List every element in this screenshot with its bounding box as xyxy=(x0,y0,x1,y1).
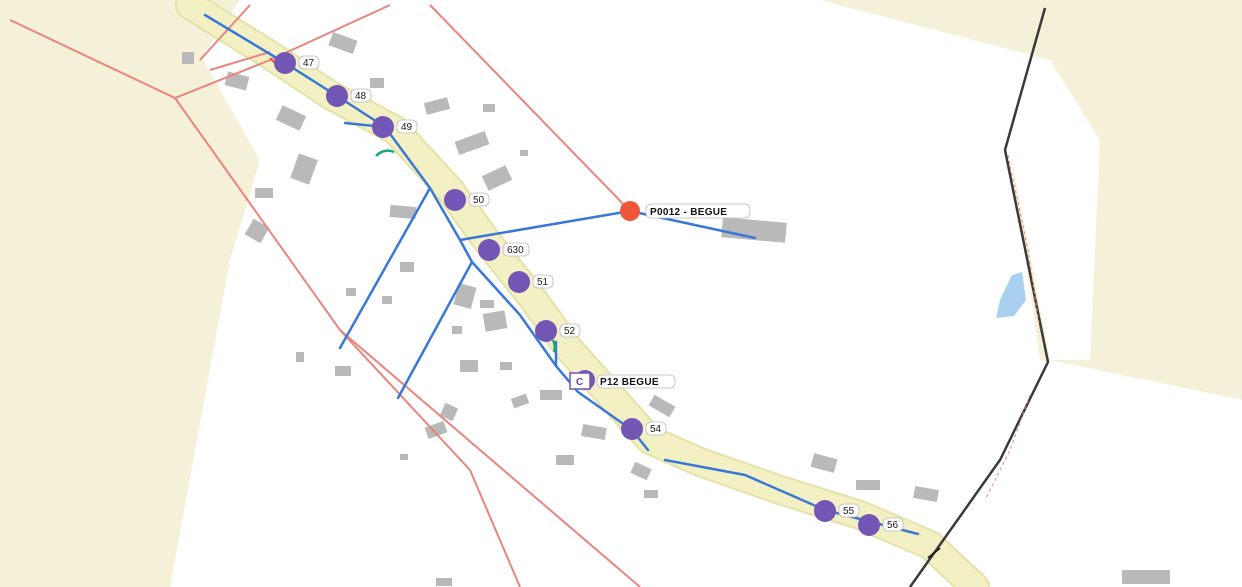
pole-55-marker[interactable] xyxy=(814,500,836,522)
pole-630-label-box xyxy=(502,242,530,257)
pole-50[interactable]: 50 xyxy=(444,189,490,211)
boundary-line xyxy=(908,7,1050,587)
cabinet-label: P12 BEGUE xyxy=(600,377,659,388)
pole-630-marker[interactable] xyxy=(478,239,500,261)
pole-54-marker[interactable] xyxy=(621,418,643,440)
pole-47[interactable]: 47 xyxy=(274,52,320,74)
pole-54-label: 54 xyxy=(650,424,662,435)
pole-48-label: 48 xyxy=(355,91,367,102)
field-area-white-right xyxy=(1010,140,1100,360)
pole-48-label-box xyxy=(350,88,372,103)
cabinet-p12[interactable]: C P12 BEGUE xyxy=(569,370,676,390)
pole-52-label: 52 xyxy=(564,326,576,337)
substation-label-box xyxy=(645,203,751,219)
pole-47-marker[interactable] xyxy=(274,52,296,74)
pole-56[interactable]: 56 xyxy=(858,514,904,536)
pole-51-label-box xyxy=(532,274,554,289)
pole-52[interactable]: 52 xyxy=(535,320,581,342)
cabinet-icon[interactable] xyxy=(569,372,591,390)
pole-49-label-box xyxy=(396,119,418,134)
junction-markers xyxy=(375,149,557,353)
pole-51-marker[interactable] xyxy=(508,271,530,293)
pole-52-label-box xyxy=(559,323,581,338)
pole-48[interactable]: 48 xyxy=(326,85,372,107)
pole-50-marker[interactable] xyxy=(444,189,466,211)
pole-51[interactable]: 51 xyxy=(508,271,554,293)
pole-50-label-box xyxy=(468,192,490,207)
cabinet-label-box xyxy=(596,374,676,389)
pole-48-marker[interactable] xyxy=(326,85,348,107)
pole-47-label: 47 xyxy=(303,58,315,69)
pole-56-label-box xyxy=(882,517,904,532)
cabinet-letter: C xyxy=(576,377,583,388)
pole-47-label-box xyxy=(298,55,320,70)
pole-49-label: 49 xyxy=(401,122,413,133)
pole-49-marker[interactable] xyxy=(372,116,394,138)
pole-630[interactable]: 630 xyxy=(478,239,530,261)
pole-55-label-box xyxy=(838,503,860,518)
pole-56-label: 56 xyxy=(887,520,899,531)
pole-54[interactable]: 54 xyxy=(621,418,667,440)
pole-56-marker[interactable] xyxy=(858,514,880,536)
pole-51-label: 51 xyxy=(537,277,549,288)
field-area-bottom-right xyxy=(960,360,1242,587)
pole-50-label: 50 xyxy=(473,195,485,206)
pole-630-label: 630 xyxy=(507,245,524,256)
water-pond xyxy=(996,272,1026,318)
field-area-left xyxy=(0,20,260,587)
pole-52-marker[interactable] xyxy=(535,320,557,342)
parcel-lines xyxy=(9,4,641,587)
pole-49[interactable]: 49 xyxy=(372,116,418,138)
substation-label: P0012 - BEGUE xyxy=(650,207,727,218)
substation-marker[interactable] xyxy=(620,201,640,221)
pole-55[interactable]: 55 xyxy=(814,500,860,522)
pole-55-label: 55 xyxy=(843,506,855,517)
pole-54-label-box xyxy=(645,421,667,436)
field-area-topleft xyxy=(0,0,240,130)
substation-p0012[interactable]: P0012 - BEGUE xyxy=(620,201,751,221)
buildings xyxy=(182,31,1170,586)
pole-layer: 47 48 49 50 630 51 52 54 55 56 xyxy=(274,52,904,536)
